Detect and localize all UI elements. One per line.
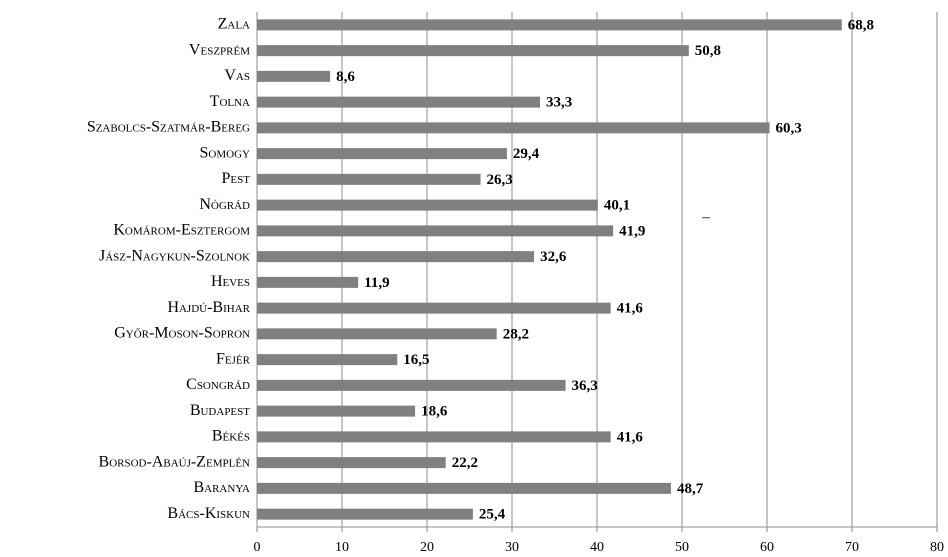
bar — [257, 354, 398, 366]
y-tick-label: Pest — [222, 170, 251, 187]
x-tick-label: 60 — [760, 540, 774, 555]
value-label: 48,7 — [677, 481, 704, 497]
bar — [257, 96, 541, 108]
bar — [257, 379, 566, 391]
y-tick-label: Heves — [211, 273, 250, 290]
y-tick-label: Tolna — [210, 93, 250, 110]
bar — [257, 70, 331, 82]
y-tick-label: Veszprém — [189, 41, 250, 58]
bar — [257, 122, 770, 134]
y-tick-label: Komárom-Esztergom — [113, 222, 250, 239]
y-tick-label: Vas — [224, 67, 250, 84]
bar — [257, 457, 446, 469]
x-tick-label: 20 — [420, 540, 434, 555]
y-tick-label: Szabolcs-Szatmár-Bereg — [87, 119, 250, 136]
value-label: 41,6 — [617, 301, 644, 317]
value-label: 36,3 — [572, 378, 598, 394]
value-label: 41,9 — [619, 223, 645, 239]
value-label: 16,5 — [403, 352, 429, 368]
bar — [257, 148, 507, 160]
y-tick-label: Somogy — [200, 144, 251, 161]
value-label: 26,3 — [487, 172, 513, 188]
y-tick-label: Baranya — [193, 479, 250, 496]
y-tick-label: Jász-Nagykun-Szolnok — [99, 247, 250, 264]
bar — [257, 405, 416, 417]
value-label: 8,6 — [336, 69, 355, 85]
bar — [257, 199, 598, 211]
value-label: 25,4 — [479, 507, 506, 523]
value-label: 11,9 — [364, 275, 389, 291]
bar — [257, 251, 535, 263]
bar — [257, 302, 611, 314]
value-label: 60,3 — [776, 120, 802, 136]
value-label: 33,3 — [546, 95, 572, 111]
bar — [257, 225, 614, 237]
x-tick-label: 0 — [254, 540, 261, 555]
value-label: 50,8 — [695, 43, 721, 59]
bar — [257, 45, 689, 57]
x-tick-label: 10 — [335, 540, 349, 555]
y-tick-label: Budapest — [190, 402, 250, 419]
y-tick-label: Zala — [218, 16, 250, 33]
y-tick-label: Békés — [212, 428, 250, 445]
bar — [257, 431, 611, 443]
bar — [257, 19, 842, 31]
y-tick-label: Borsod-Abaúj-Zemplén — [99, 453, 251, 470]
x-tick-label: 30 — [505, 540, 519, 555]
y-tick-label: Nógrád — [199, 196, 250, 213]
value-label: 41,6 — [617, 429, 644, 445]
bar — [257, 173, 481, 185]
value-label: 29,4 — [513, 146, 540, 162]
y-tick-label: Győr-Moson-Sopron — [114, 325, 250, 342]
value-label: 32,6 — [540, 249, 567, 265]
x-tick-label: 40 — [590, 540, 604, 555]
annotation: – — [701, 209, 710, 225]
bar — [257, 276, 359, 288]
bar — [257, 508, 473, 520]
value-label: 28,2 — [503, 326, 529, 342]
bar — [257, 482, 671, 494]
y-tick-label: Bács-Kiskun — [167, 505, 250, 522]
x-tick-label: 70 — [845, 540, 859, 555]
x-tick-label: 80 — [930, 540, 944, 555]
value-label: 40,1 — [604, 198, 630, 214]
value-label: 22,2 — [452, 455, 478, 471]
x-tick-label: 50 — [675, 540, 689, 555]
y-tick-label: Fejér — [216, 350, 251, 367]
y-tick-label: Csongrád — [186, 376, 250, 393]
bar — [257, 328, 497, 340]
value-label: 18,6 — [421, 404, 448, 420]
value-label: 68,8 — [848, 17, 874, 33]
y-tick-label: Hajdú-Bihar — [167, 299, 250, 316]
